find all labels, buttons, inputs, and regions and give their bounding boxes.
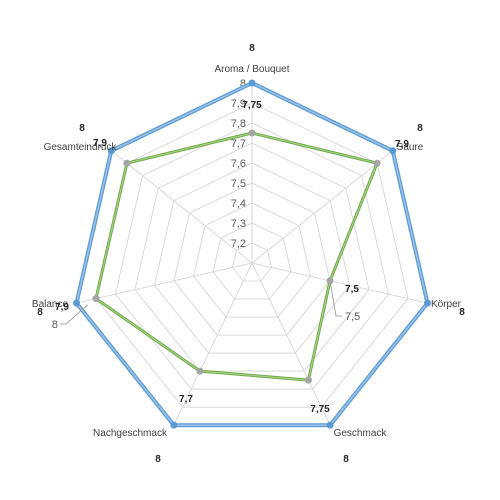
series-point bbox=[170, 421, 178, 429]
data-label: 8 bbox=[417, 123, 423, 134]
series bbox=[73, 79, 431, 429]
series-point bbox=[248, 79, 256, 87]
series-point bbox=[389, 147, 397, 155]
series-point bbox=[92, 295, 100, 303]
grid-spoke bbox=[251, 262, 331, 426]
radial-tick-label: 8 bbox=[240, 78, 246, 90]
grid-ring bbox=[153, 162, 351, 354]
data-label: 8 bbox=[459, 307, 465, 318]
category-labels: Aroma / Bouquet Säure Körper Geschmack Nachg… bbox=[32, 64, 462, 439]
data-label: 8 bbox=[343, 454, 349, 465]
grid-spoke bbox=[251, 262, 428, 304]
series-point bbox=[304, 376, 312, 384]
radial-tick-label: 7,5 bbox=[231, 178, 246, 190]
series-line-inner bbox=[75, 82, 429, 426]
callout-label: 8 bbox=[52, 319, 58, 331]
grid-ring bbox=[173, 182, 331, 336]
grid-spoke bbox=[110, 150, 253, 264]
series-point bbox=[196, 367, 204, 375]
data-label: 8 bbox=[155, 454, 161, 465]
callout-leader bbox=[60, 304, 89, 325]
grid-spoke bbox=[251, 150, 394, 264]
radial-tick-label: 7,8 bbox=[231, 118, 246, 130]
callout-leader bbox=[329, 280, 342, 317]
data-label: 7,75 bbox=[310, 404, 330, 415]
grid-ring bbox=[192, 202, 312, 318]
category-label: Körper bbox=[431, 299, 462, 310]
data-label: 7,9 bbox=[55, 302, 69, 313]
data-label: 8 bbox=[79, 123, 85, 134]
callout-label: 7,5 bbox=[345, 311, 360, 323]
series-point bbox=[107, 147, 115, 155]
grid-ring bbox=[114, 122, 390, 390]
grid-ring bbox=[231, 242, 273, 282]
category-label: Balance bbox=[32, 299, 69, 310]
grid-ring bbox=[212, 222, 292, 300]
radial-tick-label: 7,2 bbox=[231, 238, 246, 250]
grid-spoke bbox=[173, 262, 253, 426]
data-label: 7,75 bbox=[242, 100, 262, 111]
category-label: Nachgeschmack bbox=[93, 428, 168, 439]
category-label: Säure bbox=[397, 142, 424, 153]
category-label: Geschmack bbox=[334, 428, 388, 439]
radial-tick-labels: 7,2 7,3 7,4 7,5 7,6 7,7 7,8 7,9 8 bbox=[231, 78, 246, 250]
data-label: 8 bbox=[249, 43, 255, 54]
radial-tick-label: 7,9 bbox=[231, 98, 246, 110]
data-label: 7,5 bbox=[345, 284, 359, 295]
radial-tick-label: 7,7 bbox=[231, 138, 246, 150]
category-label: Gesamteindruck bbox=[44, 142, 118, 153]
grid-ring bbox=[134, 142, 370, 372]
category-label: Aroma / Bouquet bbox=[214, 64, 289, 75]
series-point bbox=[373, 159, 381, 167]
data-label: 7,9 bbox=[395, 139, 409, 150]
data-label: 7,7 bbox=[179, 394, 193, 405]
series-point bbox=[73, 299, 81, 307]
series-point bbox=[423, 299, 431, 307]
series-point bbox=[326, 421, 334, 429]
data-label: 8 bbox=[37, 307, 43, 318]
data-label: 7,9 bbox=[93, 138, 107, 149]
grid-spoke bbox=[76, 262, 253, 304]
series-line-highlight bbox=[95, 132, 378, 381]
series-point bbox=[248, 129, 256, 137]
radial-tick-label: 7,6 bbox=[231, 158, 246, 170]
radial-tick-label: 7,3 bbox=[231, 218, 246, 230]
radial-tick-label: 7,4 bbox=[231, 198, 246, 210]
series-point bbox=[123, 159, 131, 167]
